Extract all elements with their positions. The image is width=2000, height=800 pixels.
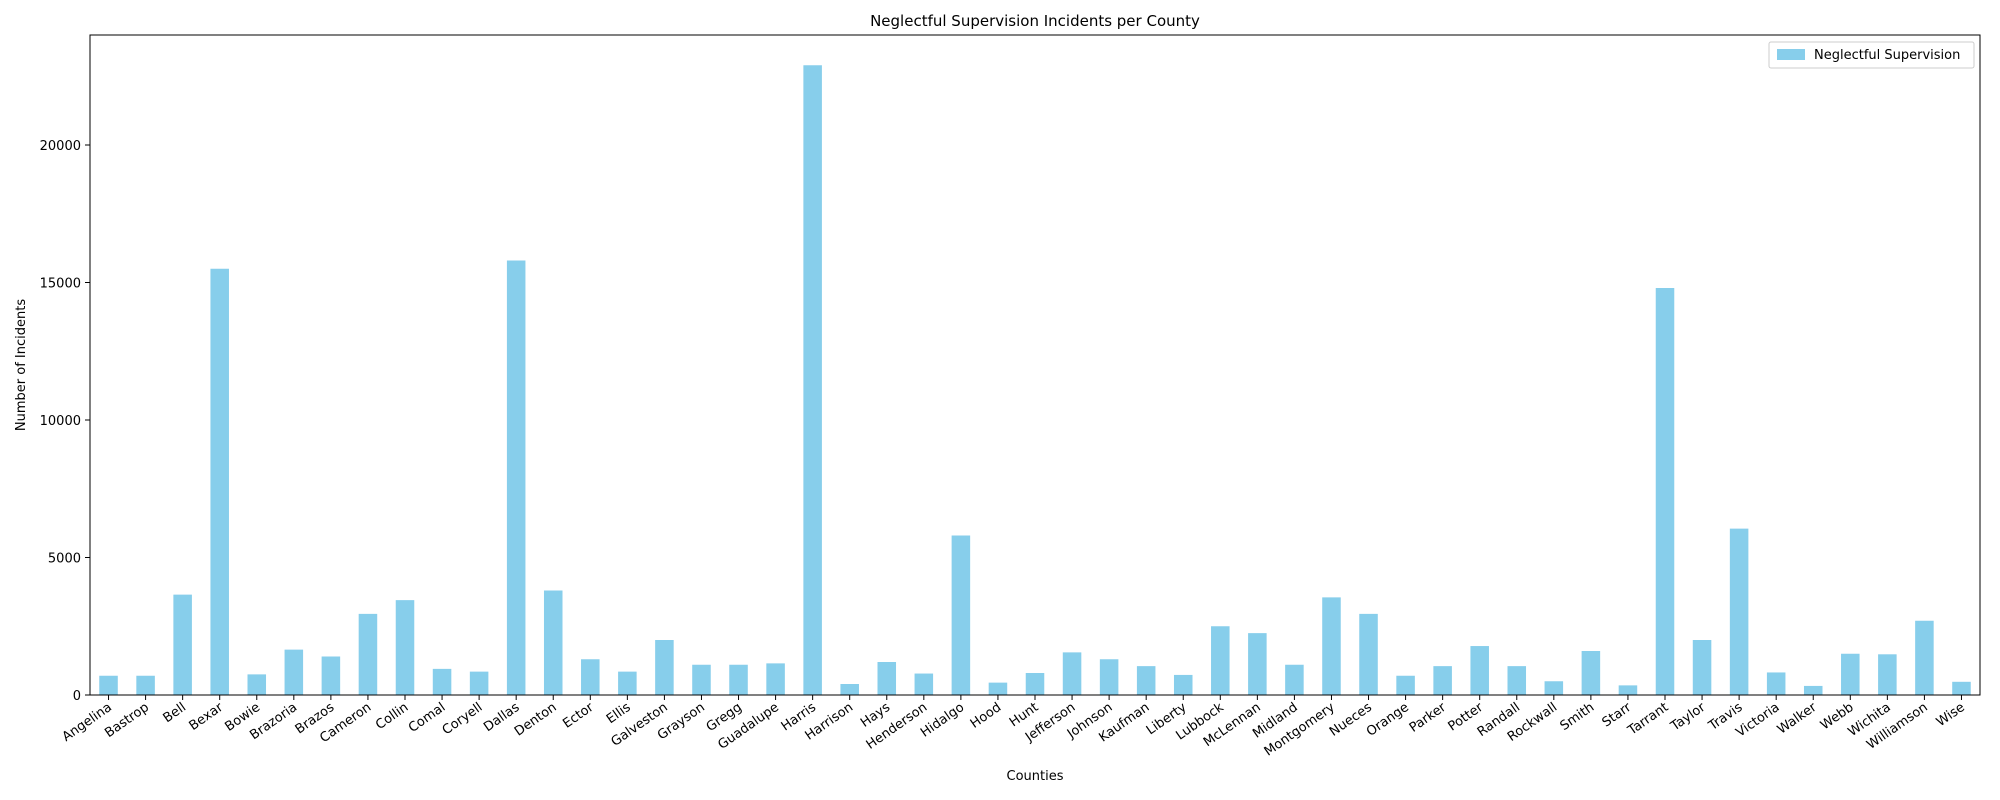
bar — [581, 659, 600, 695]
bar — [1136, 666, 1156, 696]
bar — [543, 590, 563, 695]
bar — [1099, 659, 1119, 695]
bar — [136, 675, 155, 695]
bar — [803, 65, 822, 695]
bar — [1211, 626, 1230, 695]
legend-box — [1768, 41, 1975, 69]
legend-label: Neglectful Supervision — [1814, 48, 1960, 63]
bar — [1915, 620, 1934, 695]
bar — [1173, 674, 1193, 695]
bar — [506, 260, 526, 695]
y-tick-label: 0 — [73, 689, 81, 704]
bars-group — [99, 65, 1971, 696]
bar — [247, 674, 267, 696]
bar — [729, 664, 748, 695]
bar — [1322, 597, 1341, 696]
y-tick-label: 20000 — [40, 139, 81, 154]
bar — [1396, 675, 1415, 695]
bar — [618, 671, 637, 696]
bar — [395, 600, 415, 696]
bar — [1507, 666, 1527, 696]
bar — [321, 656, 341, 695]
x-axis-label: Counties — [1007, 769, 1064, 784]
bar — [1692, 640, 1712, 695]
plot-frame — [89, 34, 1981, 696]
bar — [284, 649, 304, 696]
bar — [210, 268, 229, 695]
bar — [1359, 613, 1378, 696]
y-tick-label: 15000 — [40, 277, 81, 292]
bar — [1952, 681, 1971, 695]
y-axis-label: Number of Incidents — [14, 299, 29, 431]
bar — [469, 671, 489, 696]
bar — [1544, 681, 1564, 695]
bar — [1285, 664, 1304, 695]
bar — [914, 673, 934, 695]
bar — [877, 662, 897, 695]
bar — [1841, 653, 1860, 695]
bar — [432, 668, 452, 696]
legend-swatch — [1777, 49, 1805, 60]
bar — [1729, 528, 1749, 696]
bar — [692, 664, 711, 695]
bar — [655, 640, 674, 695]
bar — [951, 535, 971, 695]
bar — [1248, 633, 1267, 696]
y-axis: 0 5000 10000 15000 20000 — [40, 139, 90, 704]
y-tick-label: 5000 — [48, 552, 81, 567]
bar — [1025, 673, 1045, 695]
bar — [173, 594, 192, 696]
bar — [1655, 288, 1675, 695]
bar — [1878, 654, 1897, 695]
bar — [1433, 666, 1452, 696]
bar — [840, 684, 859, 695]
bar — [1470, 646, 1489, 695]
chart-title: Neglectful Supervision Incidents per Cou… — [870, 12, 1200, 30]
bar — [358, 613, 378, 696]
bar — [1766, 672, 1786, 695]
bar — [766, 663, 785, 696]
bar — [1062, 652, 1082, 696]
bar — [99, 675, 118, 695]
y-tick-label: 10000 — [40, 414, 81, 429]
legend: Neglectful Supervision — [1768, 41, 1975, 69]
bar — [1581, 651, 1601, 695]
bar — [988, 682, 1008, 696]
bar — [1803, 685, 1823, 695]
bar — [1618, 685, 1638, 696]
